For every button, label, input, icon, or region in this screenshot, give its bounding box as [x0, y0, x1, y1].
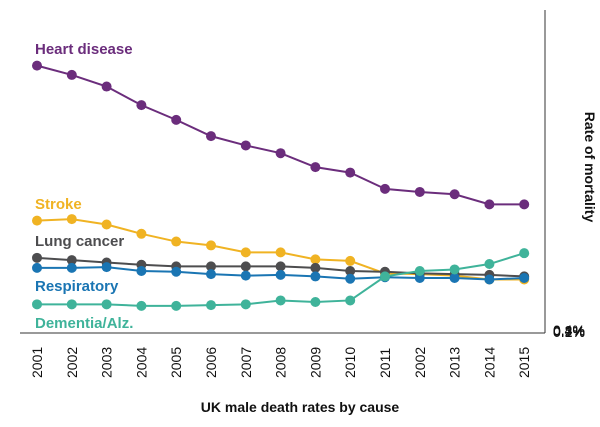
x-tick-label: 2006 — [203, 347, 219, 378]
data-point — [66, 69, 77, 80]
data-point — [101, 81, 112, 92]
data-point — [206, 131, 216, 142]
data-point — [519, 272, 530, 283]
y-tick-label: 0.1% — [553, 324, 585, 340]
data-point — [449, 264, 460, 275]
data-point — [275, 148, 286, 159]
data-point — [32, 60, 42, 71]
data-point — [101, 219, 112, 230]
labels-layer: Heart disease Stroke Lung cancer Respirator… — [35, 41, 133, 332]
y-tick-label: 0.2% — [553, 323, 585, 339]
x-tick-label: 2008 — [273, 347, 289, 378]
x-tick-label: 2001 — [29, 347, 45, 378]
data-point — [275, 247, 286, 258]
x-tick-label: 2015 — [516, 347, 532, 378]
data-point — [414, 266, 425, 276]
series-heart-disease — [32, 60, 530, 210]
data-point — [310, 162, 321, 173]
data-point — [310, 297, 321, 307]
x-tick-label: 2002 — [412, 347, 428, 378]
data-point — [484, 274, 495, 285]
data-point — [310, 262, 321, 273]
x-tick-label: 2002 — [64, 347, 80, 378]
data-point — [380, 183, 390, 194]
series-label: Lung cancer — [35, 233, 124, 250]
data-point — [32, 299, 42, 310]
series-label: Dementia/Alz. — [35, 315, 133, 332]
data-point — [414, 186, 425, 197]
data-point — [310, 271, 321, 282]
data-point — [345, 295, 356, 306]
data-point — [380, 271, 390, 282]
data-point — [66, 262, 77, 273]
data-point — [449, 189, 460, 200]
data-point — [171, 266, 182, 277]
data-point — [345, 167, 356, 178]
data-point — [310, 254, 321, 265]
data-point — [136, 228, 147, 239]
chart-axes: 0.1%0.2%0.3%0.4% Rate of mortality 2001 200… — [20, 10, 598, 415]
x-tick-label: 2010 — [342, 347, 358, 378]
y-tick-label: 0.3% — [553, 323, 585, 339]
data-point — [414, 272, 425, 283]
data-point — [136, 266, 147, 276]
data-point — [275, 269, 286, 280]
data-point — [240, 261, 251, 272]
data-point — [66, 299, 77, 310]
x-axis-title: UK male death rates by cause — [201, 399, 400, 415]
series-dementia-alz- — [32, 248, 530, 311]
data-point — [240, 270, 251, 281]
data-point — [240, 299, 251, 310]
data-point — [484, 199, 495, 210]
data-point — [101, 299, 112, 310]
series-respiratory — [32, 262, 530, 285]
data-point — [240, 140, 251, 151]
y-axis-title: Rate of mortality — [582, 112, 598, 223]
x-tick-label: 2013 — [447, 347, 463, 378]
data-point — [275, 261, 286, 272]
data-point — [206, 240, 216, 251]
data-point — [32, 215, 42, 226]
data-point — [206, 261, 216, 272]
data-point — [206, 269, 216, 280]
data-point — [32, 262, 42, 273]
data-point — [519, 248, 530, 259]
data-point — [240, 247, 251, 258]
data-point — [136, 300, 147, 311]
x-tick-label: 2003 — [99, 347, 115, 378]
x-tick-label: 2005 — [168, 347, 184, 378]
data-point — [449, 272, 460, 283]
x-tick-label: 2011 — [377, 348, 393, 378]
series-stroke — [32, 214, 530, 285]
x-tick-label: 2009 — [307, 347, 323, 378]
series-label: Heart disease — [35, 41, 133, 58]
series-layer — [32, 60, 530, 311]
series-label: Respiratory — [35, 278, 119, 295]
data-point — [519, 199, 530, 210]
data-point — [345, 266, 356, 276]
x-tick-label: 2004 — [133, 347, 149, 378]
x-tick-label: 2007 — [238, 347, 254, 378]
data-point — [206, 300, 216, 311]
data-point — [101, 262, 112, 273]
data-point — [66, 214, 77, 225]
data-point — [171, 114, 182, 125]
data-point — [275, 295, 286, 306]
data-point — [345, 273, 356, 284]
data-point — [171, 300, 182, 311]
data-point — [484, 259, 495, 270]
data-point — [66, 255, 77, 266]
data-point — [171, 236, 182, 247]
data-point — [136, 100, 147, 111]
y-tick-label: 0.4% — [553, 322, 585, 338]
data-point — [345, 255, 356, 266]
data-point — [32, 252, 42, 263]
x-tick-label: 2014 — [481, 347, 497, 378]
series-label: Stroke — [35, 196, 82, 213]
